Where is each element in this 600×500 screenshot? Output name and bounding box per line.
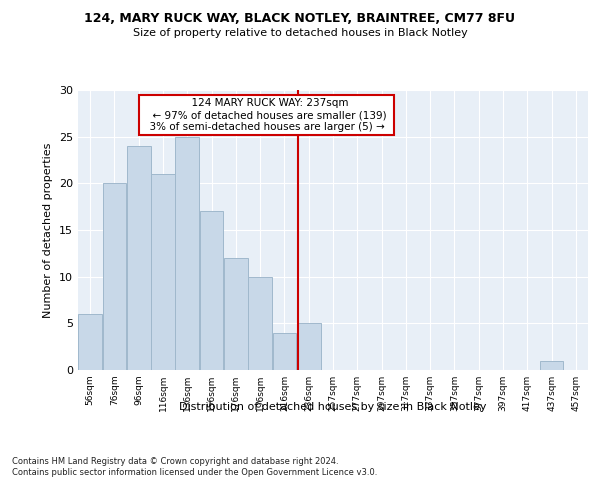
Text: Size of property relative to detached houses in Black Notley: Size of property relative to detached ho… [133,28,467,38]
Bar [78,314,102,370]
Bar [272,332,296,370]
Bar [103,184,127,370]
Bar [175,136,199,370]
Bar [297,324,320,370]
Text: 124 MARY RUCK WAY: 237sqm
  ← 97% of detached houses are smaller (139)
  3% of s: 124 MARY RUCK WAY: 237sqm ← 97% of detac… [143,98,391,132]
Text: 124, MARY RUCK WAY, BLACK NOTLEY, BRAINTREE, CM77 8FU: 124, MARY RUCK WAY, BLACK NOTLEY, BRAINT… [85,12,515,26]
Text: Distribution of detached houses by size in Black Notley: Distribution of detached houses by size … [179,402,487,412]
Text: Contains HM Land Registry data © Crown copyright and database right 2024.
Contai: Contains HM Land Registry data © Crown c… [12,458,377,477]
Bar [248,276,272,370]
Bar [200,212,223,370]
Y-axis label: Number of detached properties: Number of detached properties [43,142,53,318]
Bar [151,174,175,370]
Bar [127,146,151,370]
Bar [224,258,248,370]
Bar [539,360,563,370]
